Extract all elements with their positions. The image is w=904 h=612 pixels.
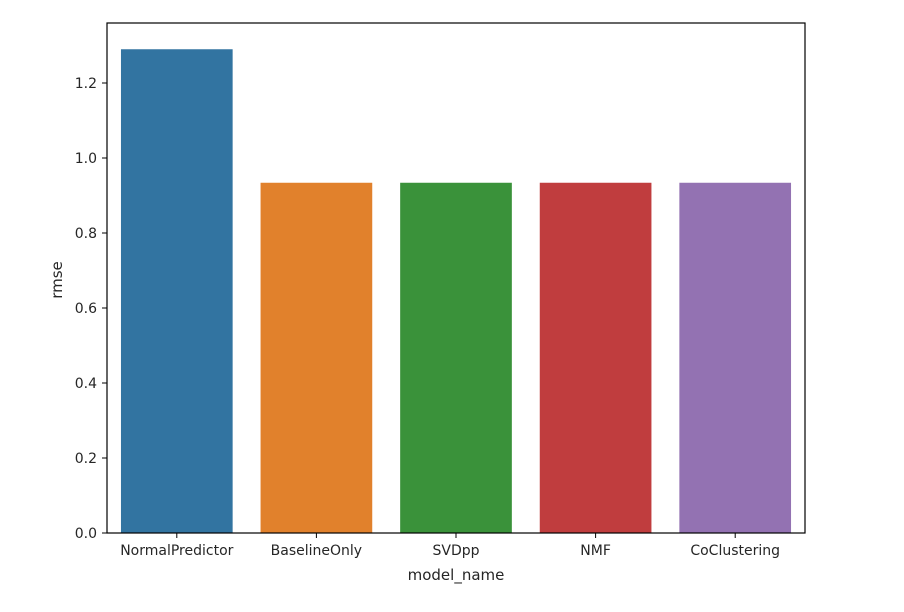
x-tick-label: CoClustering: [690, 543, 780, 559]
bar-baselineonly: [260, 182, 373, 533]
y-tick-label: 0.4: [75, 376, 97, 392]
y-tick-label: 0.2: [75, 451, 97, 467]
bars-group: [120, 49, 792, 533]
y-tick-label: 0.8: [75, 226, 97, 242]
bar-nmf: [539, 182, 652, 533]
x-tick-label: NMF: [580, 543, 611, 559]
x-tick-label: NormalPredictor: [120, 543, 233, 559]
y-axis-title: rmse: [48, 261, 66, 299]
y-tick-label: 1.0: [75, 151, 97, 167]
bar-coclustering: [679, 182, 792, 533]
y-axis-ticks: 0.0 0.2 0.4 0.6 0.8 1.0 1.2: [75, 76, 107, 542]
bar-svdpp: [400, 182, 512, 533]
x-axis-ticks: NormalPredictor BaselineOnly SVDpp NMF CoClu…: [120, 533, 780, 559]
y-tick-label: 1.2: [75, 76, 97, 92]
plot-frame: [106, 22, 806, 534]
x-tick-label: SVDpp: [432, 543, 479, 559]
y-tick-label: 0.6: [75, 301, 97, 317]
x-tick-label: BaselineOnly: [271, 543, 362, 559]
x-axis-title: model_name: [408, 566, 505, 585]
bar-normalpredictor: [120, 49, 233, 533]
y-tick-label: 0.0: [75, 526, 97, 542]
